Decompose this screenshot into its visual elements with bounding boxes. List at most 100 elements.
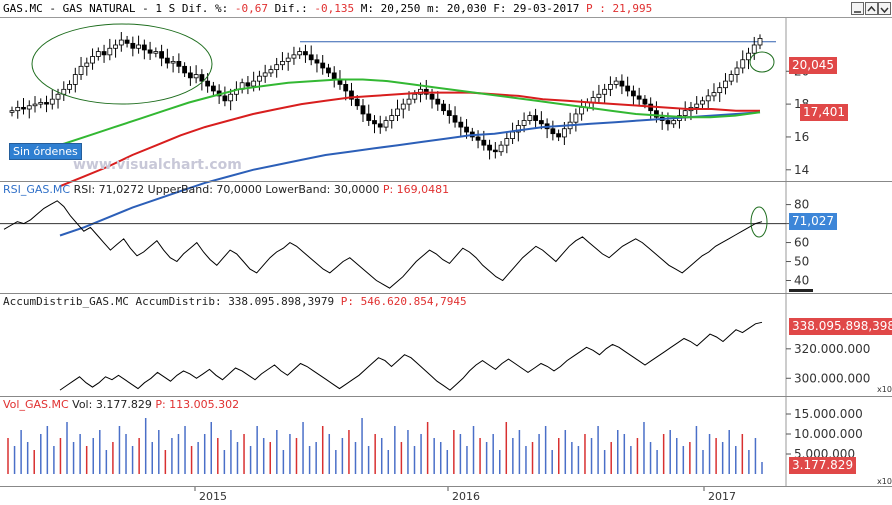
candle-body <box>395 108 400 116</box>
annotation-ellipse <box>31 23 213 105</box>
rsi-tick-label: 50 <box>794 255 809 269</box>
accumdistrib-panel: 300.000.000 320.000.000 <box>59 321 870 391</box>
rsi-tick-label: 40 <box>794 274 809 288</box>
candle-body <box>527 115 533 121</box>
header-text: GAS.MC - GAS NATURAL - 1 S Dif. %: -0,67… <box>3 2 653 15</box>
candle-body <box>608 84 613 90</box>
close-button[interactable] <box>878 2 891 15</box>
candle-body <box>682 110 688 116</box>
candle-body <box>723 80 728 89</box>
candle-body <box>67 84 72 90</box>
x-tick-label: 2017 <box>708 490 736 503</box>
candle-body <box>700 100 705 105</box>
candle-body <box>164 57 170 64</box>
candle-body <box>550 128 556 135</box>
candle-body <box>32 103 38 107</box>
candle-body <box>406 98 412 105</box>
rsi-line <box>3 200 763 289</box>
candle-body <box>326 67 331 74</box>
panel-divider[interactable] <box>0 396 892 397</box>
candle-body <box>199 74 205 82</box>
ma-green-line <box>39 78 761 152</box>
candle-body <box>746 52 751 61</box>
x-tick-label: 2016 <box>452 490 480 503</box>
rsi-tick-label: 80 <box>794 198 809 212</box>
candle-body <box>15 106 21 112</box>
candle-body <box>429 93 435 100</box>
candle-body <box>297 51 303 56</box>
minimize-button[interactable] <box>851 2 864 15</box>
price-tick-label: 14 <box>794 163 809 177</box>
candle-body <box>113 44 118 49</box>
candle-body <box>349 90 354 100</box>
candle-body <box>613 80 619 85</box>
candle-body <box>159 51 165 59</box>
price-tick-label: 16 <box>794 130 809 144</box>
accumdistrib-line <box>59 321 763 391</box>
candle-body <box>153 51 159 54</box>
candle-body <box>728 74 734 82</box>
candle-body <box>222 95 228 102</box>
volume-title: Vol_GAS.MC Vol: 3.177.829 P: 113.005.302 <box>3 398 240 411</box>
candle-body <box>561 128 567 138</box>
candle-body <box>314 59 320 64</box>
candle-body <box>285 57 291 62</box>
panel-divider[interactable] <box>0 181 892 182</box>
candle-body <box>360 105 366 115</box>
candle-body <box>740 59 746 69</box>
candle-body <box>665 120 671 125</box>
annotation-ellipse <box>749 51 775 73</box>
volume-badge: 3.177.829 <box>789 457 857 474</box>
panel-divider[interactable] <box>0 293 892 294</box>
candle-body <box>631 90 636 97</box>
candle-body <box>452 115 458 123</box>
candle-body <box>245 82 251 87</box>
ma-red-line <box>59 91 760 188</box>
candle-body <box>538 120 544 125</box>
candle-body <box>176 61 182 67</box>
candle-body <box>377 123 383 128</box>
accumdistrib-tick-label: 300.000.000 <box>794 371 870 385</box>
x-tick-label: 2015 <box>199 490 227 503</box>
candle-body <box>573 113 579 123</box>
time-axis: 2015 2016 2017 <box>194 486 736 503</box>
orders-status-badge[interactable]: Sin órdenes <box>9 143 82 160</box>
candle-body <box>251 80 257 87</box>
candle-body <box>55 93 61 100</box>
price-badge: 20,045 <box>789 57 837 74</box>
candle-body <box>366 113 372 121</box>
rsi-marker <box>789 289 813 292</box>
candle-body <box>556 133 562 138</box>
panel-divider[interactable] <box>0 486 892 487</box>
candle-body <box>579 106 585 115</box>
rsi-badge: 71,027 <box>789 213 837 230</box>
candle-body <box>303 51 308 56</box>
candle-body <box>487 144 492 151</box>
candle-body <box>636 95 642 100</box>
candle-body <box>26 105 32 110</box>
candle-body <box>90 56 95 64</box>
candle-body <box>118 39 124 46</box>
candle-body <box>751 44 757 54</box>
candle-body <box>193 74 199 79</box>
candle-body <box>130 42 136 49</box>
candle-body <box>515 125 521 133</box>
maximize-button[interactable] <box>865 2 878 15</box>
candle-body <box>72 74 78 85</box>
price-panel: 14161820 <box>9 23 809 237</box>
header-bar: GAS.MC - GAS NATURAL - 1 S Dif. %: -0,67… <box>0 0 892 18</box>
candle-body <box>78 65 84 75</box>
candle-body <box>705 95 711 102</box>
candle-body <box>84 62 90 67</box>
candle-body <box>257 75 262 82</box>
candle-body <box>464 126 469 133</box>
accumdistrib-title: AccumDistrib_GAS.MC AccumDistrib: 338.09… <box>3 295 467 308</box>
candle-body <box>205 80 211 87</box>
candle-body <box>95 51 101 57</box>
candle-body <box>521 120 527 126</box>
candle-body <box>44 102 49 105</box>
candle-body <box>412 93 418 100</box>
candle-body <box>107 47 113 56</box>
